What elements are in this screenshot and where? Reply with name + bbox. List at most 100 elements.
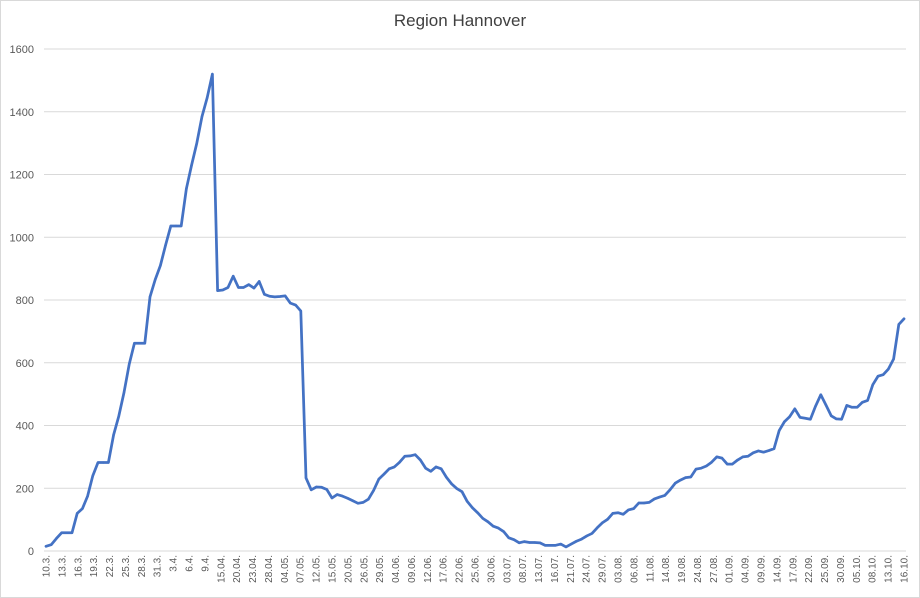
data-point: [190, 163, 193, 167]
data-point: [195, 141, 198, 145]
x-tick-label: 14.09.: [772, 555, 783, 583]
y-tick-label: 1600: [10, 44, 34, 56]
data-point: [845, 404, 848, 407]
data-point: [523, 540, 526, 543]
y-tick-label: 1200: [10, 170, 34, 182]
x-tick-label: 9.4.: [200, 555, 211, 572]
data-point: [902, 317, 906, 321]
data-point: [440, 467, 443, 470]
data-point: [559, 542, 562, 546]
data-point: [159, 264, 162, 267]
data-point: [372, 489, 375, 492]
data-point: [221, 288, 224, 292]
data-point: [814, 404, 817, 408]
x-tick-label: 13.10.: [884, 555, 895, 583]
data-point: [143, 342, 146, 345]
x-tick-label: 01.09.: [725, 555, 736, 583]
data-point: [575, 540, 578, 543]
data-point: [128, 363, 131, 366]
x-tick-label: 26.05.: [359, 555, 370, 583]
data-point: [55, 537, 58, 540]
data-point: [824, 403, 828, 407]
x-tick-label: 15.04.: [216, 555, 227, 583]
x-tick-label: 22.09.: [804, 555, 815, 583]
data-point: [299, 309, 302, 313]
data-point: [252, 286, 256, 290]
data-point: [377, 477, 380, 481]
x-tick-label: 29.07.: [598, 555, 609, 583]
data-point: [460, 490, 464, 493]
x-tick-label: 23.04.: [248, 555, 259, 583]
y-tick-label: 0: [28, 546, 34, 558]
data-point: [471, 506, 474, 509]
data-point: [315, 485, 318, 489]
data-point: [226, 286, 230, 289]
data-point: [294, 303, 297, 307]
x-tick-label: 03.08.: [614, 555, 625, 583]
y-tick-label: 1000: [10, 232, 34, 244]
data-point: [44, 545, 48, 548]
data-point: [590, 532, 594, 535]
data-point: [892, 357, 895, 361]
data-point: [138, 342, 141, 345]
data-point: [648, 501, 651, 504]
data-point: [746, 455, 750, 458]
x-tick-label: 15.05.: [328, 555, 339, 583]
data-point: [107, 461, 110, 464]
x-tick-label: 24.08.: [693, 555, 704, 583]
x-tick-label: 06.08.: [629, 555, 640, 583]
data-point: [804, 417, 807, 420]
data-point: [492, 525, 495, 528]
data-point: [861, 401, 864, 404]
data-point: [304, 476, 308, 480]
data-point: [783, 420, 786, 423]
data-point: [887, 367, 890, 371]
data-point: [772, 447, 776, 450]
data-point: [757, 449, 760, 453]
data-point: [408, 454, 412, 458]
data-point: [424, 466, 427, 470]
data-point: [700, 466, 703, 470]
data-point: [533, 541, 536, 544]
data-point: [767, 449, 770, 452]
data-point: [876, 375, 880, 378]
x-tick-label: 03.07.: [502, 555, 513, 583]
data-point: [778, 429, 781, 432]
data-point: [455, 487, 458, 490]
x-tick-label: 20.05.: [343, 555, 354, 583]
data-point: [268, 295, 271, 298]
data-point: [731, 462, 734, 466]
x-tick-label: 24.07.: [582, 555, 593, 583]
data-point: [289, 301, 292, 305]
x-tick-label: 12.05.: [312, 555, 323, 583]
data-point: [684, 476, 687, 479]
data-point: [117, 414, 121, 418]
data-point: [70, 531, 74, 534]
data-point: [398, 461, 401, 464]
data-point: [720, 456, 724, 460]
data-point: [762, 450, 765, 454]
data-point: [216, 289, 219, 292]
x-tick-label: 08.07.: [518, 555, 529, 583]
x-tick-label: 31.3.: [153, 555, 164, 577]
series-line: [44, 72, 906, 549]
data-point: [544, 544, 547, 547]
data-point: [429, 470, 432, 473]
data-point: [611, 512, 614, 515]
data-point: [674, 482, 677, 485]
x-tick-label: 16.07.: [550, 555, 561, 583]
data-point: [367, 498, 370, 501]
data-point: [60, 531, 63, 534]
data-point: [570, 542, 573, 546]
gridlines: [44, 48, 906, 489]
data-point: [232, 274, 235, 278]
data-point: [393, 465, 396, 469]
data-point: [622, 513, 625, 516]
data-point: [616, 511, 620, 514]
data-point: [694, 467, 698, 471]
data-point: [388, 467, 391, 470]
data-point: [705, 464, 708, 468]
data-point: [263, 293, 266, 296]
data-point: [481, 517, 484, 520]
